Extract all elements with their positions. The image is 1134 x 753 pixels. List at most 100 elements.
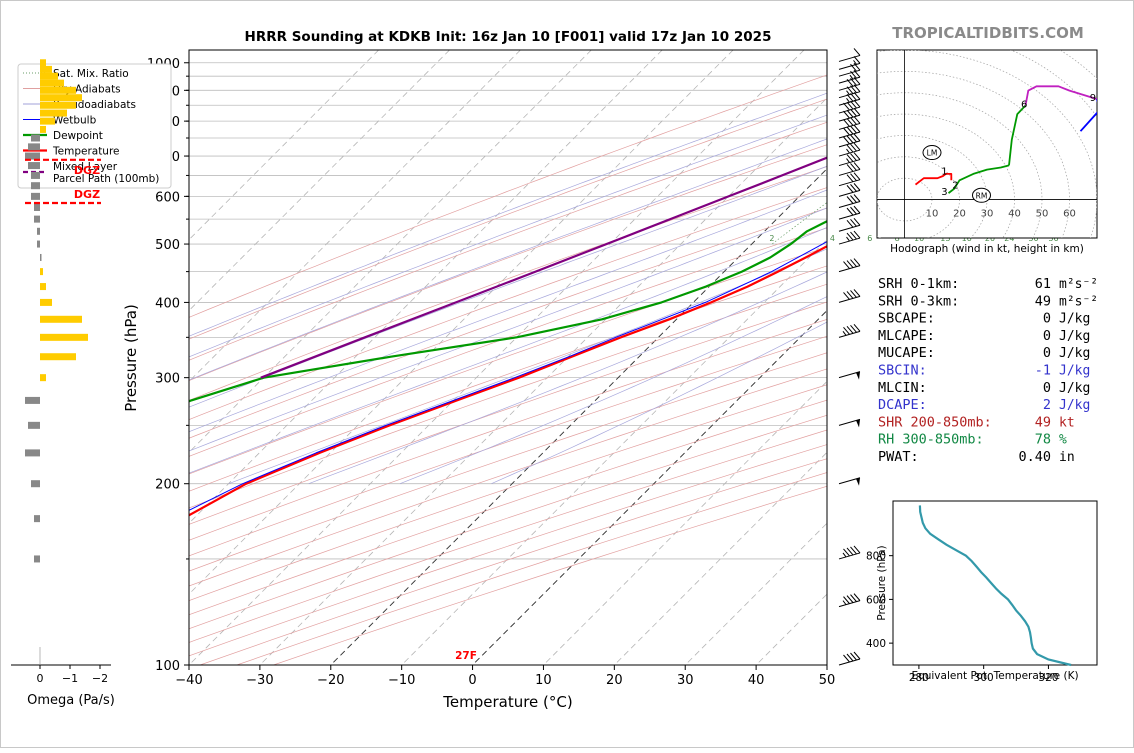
y-tick-label: 600	[155, 190, 180, 205]
param-name: SRH 0-1km:	[878, 276, 959, 292]
x-tick-label: 0	[468, 673, 476, 688]
omega-bar	[37, 228, 40, 235]
param-unit: J/kg	[1059, 381, 1090, 396]
param-value: 2	[1043, 397, 1051, 413]
wind-barb	[839, 218, 860, 231]
left-mover-label: LM	[927, 149, 938, 158]
x-tick-label: 30	[677, 673, 694, 688]
omega-bar	[40, 110, 67, 117]
omega-bar	[40, 126, 46, 133]
wind-barb	[839, 594, 860, 607]
mixing-ratio-label: 6	[867, 234, 872, 243]
hodograph-height-label: 2	[952, 181, 958, 192]
omega-bar	[40, 334, 88, 341]
hodograph-ring-label: 20	[953, 209, 966, 220]
dgz-label: DGZ	[74, 164, 100, 177]
legend-label: Sat. Mix. Ratio	[53, 68, 129, 80]
wind-barb	[839, 143, 860, 156]
param-value: 49	[1035, 414, 1051, 430]
y-tick-label: 200	[155, 478, 180, 493]
omega-bar	[31, 182, 40, 189]
barb-staff	[839, 180, 860, 186]
omega-bar	[28, 143, 40, 150]
hodograph-height-label: 1	[941, 167, 947, 178]
hodograph-height-label: 6	[1021, 99, 1027, 110]
hodograph-ring-label: 30	[981, 209, 994, 220]
legend-label: Temperature	[52, 146, 120, 158]
wind-barb	[839, 125, 860, 138]
wind-barb	[839, 652, 860, 665]
barb-half-flag	[843, 601, 846, 605]
param-unit: J/kg	[1059, 364, 1090, 379]
param-value: 0	[1043, 345, 1051, 361]
omega-bar	[40, 268, 43, 275]
wind-barb	[839, 289, 860, 302]
barb-staff	[839, 213, 860, 219]
omega-bar	[40, 87, 76, 94]
barb-half-flag	[847, 98, 850, 102]
param-value: 0	[1043, 380, 1051, 396]
omega-tick-label: −2	[92, 672, 108, 685]
param-name: PWAT:	[878, 449, 919, 465]
wind-barb	[839, 372, 860, 380]
legend-label: Parcel Path (100mb)	[53, 173, 159, 185]
omega-bar	[40, 118, 55, 125]
right-mover-label: RM	[976, 191, 988, 200]
wind-barb	[839, 478, 860, 486]
wind-barbs	[839, 48, 860, 665]
param-unit: kt	[1059, 415, 1075, 430]
barb-pennant	[856, 372, 860, 380]
omega-bar	[34, 555, 40, 562]
param-unit: J/kg	[1059, 329, 1090, 344]
y-tick-label: 100	[155, 659, 180, 674]
legend-label: Dewpoint	[53, 130, 103, 142]
param-unit: J/kg	[1059, 346, 1090, 361]
param-value: 61	[1035, 276, 1051, 292]
wind-barb	[839, 206, 860, 219]
omega-bar	[31, 193, 40, 200]
x-tick-label: −40	[175, 673, 202, 688]
omega-bar	[40, 316, 82, 323]
hodograph-height-label: 3	[941, 187, 947, 198]
skewt-x-label: Temperature (°C)	[442, 693, 572, 711]
hodograph-ring-label: 50	[1036, 209, 1049, 220]
omega-bar	[25, 153, 40, 160]
wind-barb	[839, 134, 860, 147]
param-unit: J/kg	[1059, 312, 1090, 327]
param-value: 0	[1043, 328, 1051, 344]
omega-bar	[37, 241, 40, 248]
param-name: MLCIN:	[878, 380, 927, 396]
param-unit: m²s⁻²	[1059, 294, 1098, 309]
mixing-ratio-label: 2	[769, 234, 774, 243]
barb-half-flag	[847, 159, 850, 163]
isotherm-line	[118, 50, 733, 665]
param-name: SHR 200-850mb:	[878, 414, 992, 430]
param-name: MLCAPE:	[878, 328, 935, 344]
param-unit: m²s⁻²	[1059, 277, 1098, 292]
barb-staff	[839, 190, 860, 196]
omega-bar	[28, 162, 40, 169]
omega-bar	[40, 353, 76, 360]
barb-half-flag	[847, 91, 850, 95]
omega-bar	[40, 94, 82, 101]
barb-staff	[839, 225, 860, 231]
hodograph-ring-label: 60	[1063, 209, 1076, 220]
hodograph-ring-label: 40	[1008, 209, 1021, 220]
mixing-ratio-label: 4	[830, 234, 835, 243]
param-unit: %	[1059, 433, 1067, 448]
barb-staff	[839, 55, 860, 61]
omega-bar	[40, 59, 46, 66]
omega-bar	[40, 66, 52, 73]
omega-bar	[34, 515, 40, 522]
param-name: DCAPE:	[878, 397, 927, 413]
x-tick-label: −30	[246, 673, 273, 688]
omega-bar	[25, 397, 40, 404]
isotherm-line	[189, 50, 804, 665]
wind-barb	[839, 183, 860, 196]
surface-temp-label: 27F	[455, 650, 477, 662]
param-name: SBCIN:	[878, 363, 927, 379]
param-value: 0.40	[1018, 449, 1051, 465]
